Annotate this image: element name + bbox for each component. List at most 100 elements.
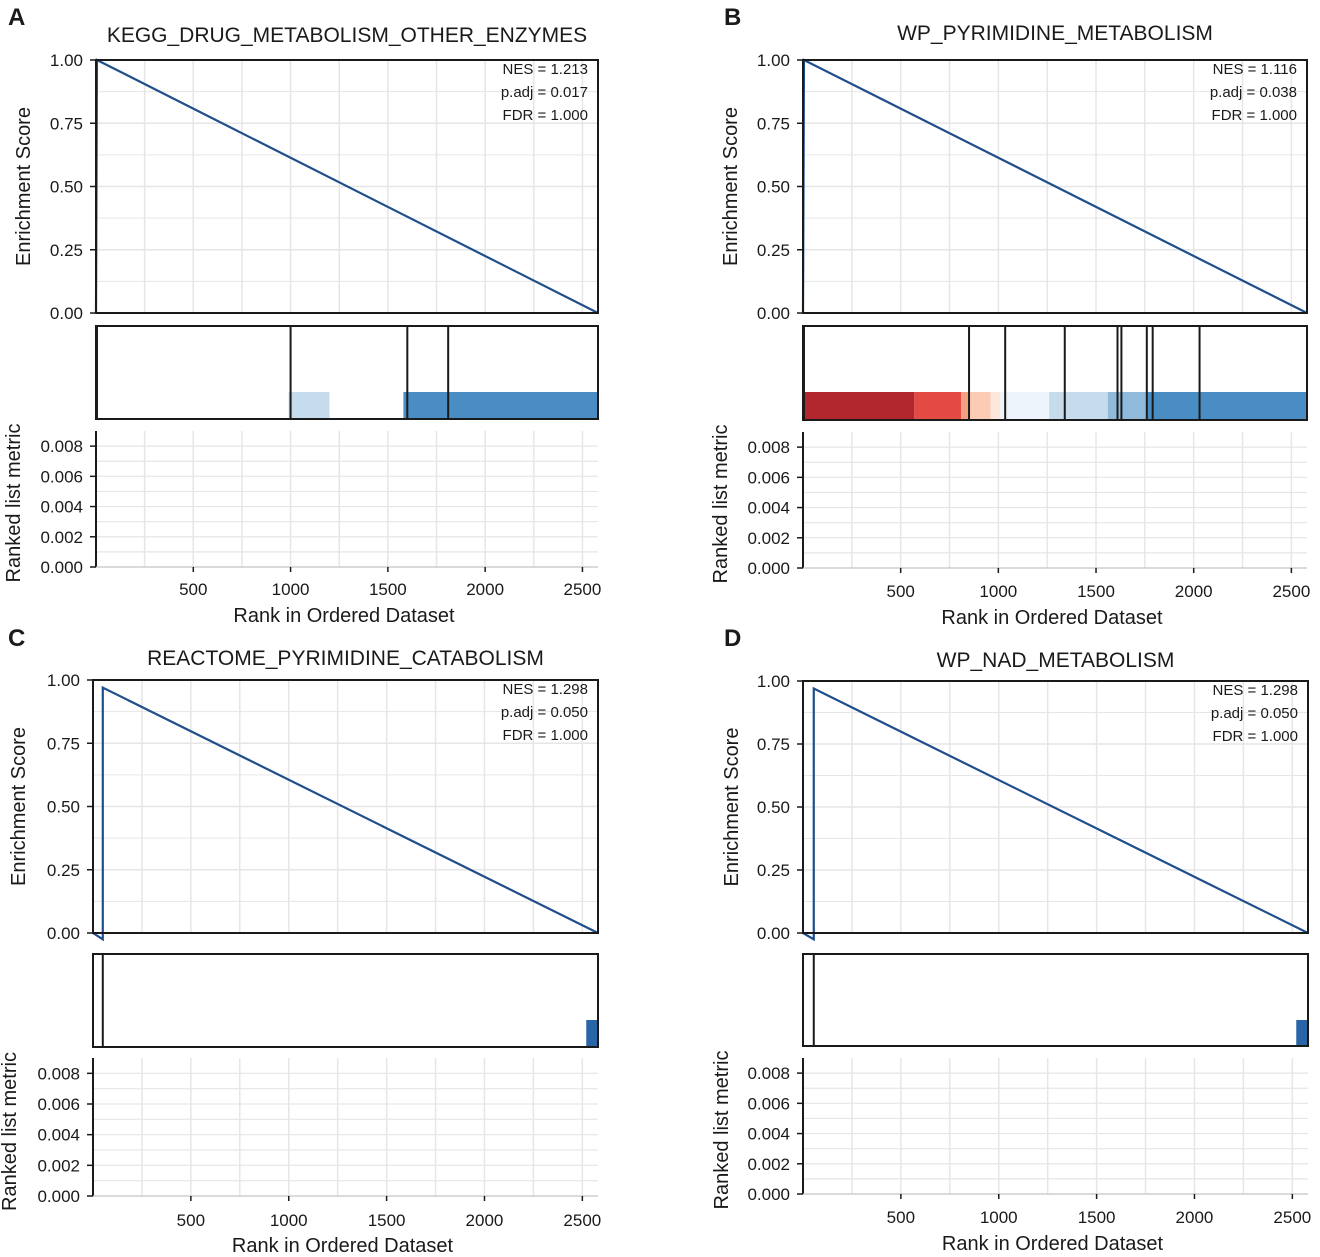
hit-frame [95, 325, 599, 420]
chart-title: WP_PYRIMIDINE_METABOLISM [897, 22, 1213, 45]
y-tick-label: 1.00 [47, 671, 80, 690]
y-tick-label: 1.00 [757, 672, 790, 691]
metric-y-tick-label: 0.002 [747, 1155, 790, 1174]
metric-y-tick-label: 0.000 [747, 1185, 790, 1204]
y-tick-label: 0.75 [757, 114, 790, 133]
es-frame [802, 59, 1308, 314]
y-tick-label: 0.50 [50, 178, 83, 197]
panel-d: D WP_NAD_METABOLISM 0.00 0.25 0.50 0.75 1.00 NE… [711, 625, 1311, 1255]
enrichment-curve [92, 685, 599, 942]
metric-axis-label: Ranked list metric [710, 425, 732, 584]
x-tick-label: 1500 [1077, 582, 1115, 601]
heat-segment [969, 392, 991, 420]
y-tick-label: 0.50 [757, 798, 790, 817]
gridlines [93, 679, 598, 1197]
metric-y-tick-label: 0.006 [747, 468, 790, 487]
panel-letter: B [724, 4, 741, 31]
y-tick-label: 0.25 [47, 861, 80, 880]
x-tick-label: 1000 [979, 582, 1017, 601]
x-tick-label: 1500 [1078, 1208, 1116, 1227]
y-axis-label: Enrichment Score [721, 728, 743, 887]
heat-segment [803, 392, 915, 420]
x-tick-label: 1000 [270, 1211, 308, 1230]
panel-letter: D [724, 625, 741, 652]
heat-segment [586, 1020, 598, 1047]
y-tick-label: 0.75 [47, 734, 80, 753]
x-tick-label: 1500 [368, 1211, 406, 1230]
metric-axis-label: Ranked list metric [0, 1052, 21, 1211]
x-tick-label: 500 [886, 582, 914, 601]
y-tick-label: 0.75 [757, 735, 790, 754]
stat-label: p.adj = 0.038 [1210, 84, 1297, 101]
y-tick-label: 0.00 [757, 304, 790, 323]
heat-segment [403, 392, 598, 419]
metric-y-tick-label: 0.004 [747, 499, 790, 518]
x-axis-label: Rank in Ordered Dataset [232, 1235, 454, 1257]
heat-segment [1296, 1020, 1308, 1046]
x-tick-label: 2000 [1176, 1208, 1214, 1227]
x-axis-label: Rank in Ordered Dataset [942, 1233, 1164, 1255]
heat-segment [1000, 392, 1050, 420]
y-axis-label: Enrichment Score [720, 107, 742, 266]
enrichment-curve [802, 686, 1309, 942]
panel-a: AKEGG_DRUG_METABOLISM_OTHER_ENZYMES0.000… [3, 4, 601, 627]
y-tick-label: 0.75 [50, 114, 83, 133]
metric-y-tick-label: 0.006 [747, 1094, 790, 1113]
stat-label: FDR = 1.000 [1213, 728, 1298, 745]
es-frame [802, 680, 1309, 934]
metric-y-tick-label: 0.000 [40, 558, 83, 577]
heat-segment [288, 392, 330, 419]
metric-y-tick-label: 0.006 [37, 1095, 80, 1114]
stat-label: NES = 1.213 [503, 61, 588, 78]
panel-b: B WP_PYRIMIDINE_METABOLISM 0.00 0.25 0.50 0.7… [710, 4, 1310, 629]
y-tick-label: 1.00 [757, 51, 790, 70]
metric-y-tick-label: 0.000 [37, 1187, 80, 1206]
panel-c: C REACTOME_PYRIMIDINE_CATABOLISM 0.00 0.25 0… [0, 625, 601, 1257]
x-tick-label: 2000 [466, 580, 504, 599]
hit-frame [92, 953, 599, 1048]
stat-label: FDR = 1.000 [1212, 107, 1297, 124]
metric-y-tick-label: 0.008 [40, 437, 83, 456]
heat-segment [990, 392, 1001, 420]
x-tick-label: 2500 [1273, 1208, 1311, 1227]
y-tick-label: 0.50 [757, 178, 790, 197]
x-tick-label: 500 [887, 1208, 915, 1227]
metric-y-tick-label: 0.002 [37, 1156, 80, 1175]
x-tick-label: 2500 [564, 580, 602, 599]
y-tick-label: 1.00 [50, 51, 83, 70]
x-tick-label: 500 [177, 1211, 205, 1230]
chart-title: KEGG_DRUG_METABOLISM_OTHER_ENZYMES [107, 24, 587, 47]
metric-y-tick-label: 0.008 [747, 1064, 790, 1083]
heat-segment [1107, 392, 1147, 420]
metric-y-tick-label: 0.004 [37, 1126, 80, 1145]
x-tick-label: 1500 [369, 580, 407, 599]
chart-title: WP_NAD_METABOLISM [937, 649, 1175, 672]
y-tick-label: 0.00 [50, 304, 83, 323]
x-tick-label: 2000 [466, 1211, 504, 1230]
x-tick-label: 2000 [1175, 582, 1213, 601]
metric-y-tick-label: 0.006 [40, 467, 83, 486]
chart-title: REACTOME_PYRIMIDINE_CATABOLISM [147, 647, 544, 670]
hit-frame [802, 953, 1309, 1047]
heat-segment [1049, 392, 1108, 420]
metric-y-tick-label: 0.002 [747, 529, 790, 548]
x-tick-label: 1000 [272, 580, 310, 599]
y-axis-label: Enrichment Score [8, 727, 30, 886]
x-axis-label: Rank in Ordered Dataset [233, 605, 455, 627]
y-axis-label: Enrichment Score [13, 107, 35, 266]
heat-segment [1146, 392, 1307, 420]
es-frame [95, 59, 599, 314]
stat-label: p.adj = 0.017 [501, 84, 588, 101]
panel-letter: C [8, 625, 25, 652]
metric-y-tick-label: 0.008 [37, 1064, 80, 1083]
stat-label: NES = 1.298 [503, 681, 588, 698]
x-tick-label: 2500 [563, 1211, 601, 1230]
stat-label: p.adj = 0.050 [1211, 705, 1298, 722]
y-tick-label: 0.50 [47, 798, 80, 817]
metric-axis-label: Ranked list metric [711, 1051, 733, 1210]
x-tick-label: 1000 [980, 1208, 1018, 1227]
y-tick-label: 0.25 [757, 241, 790, 260]
metric-y-tick-label: 0.000 [747, 559, 790, 578]
metric-y-tick-label: 0.004 [747, 1125, 790, 1144]
